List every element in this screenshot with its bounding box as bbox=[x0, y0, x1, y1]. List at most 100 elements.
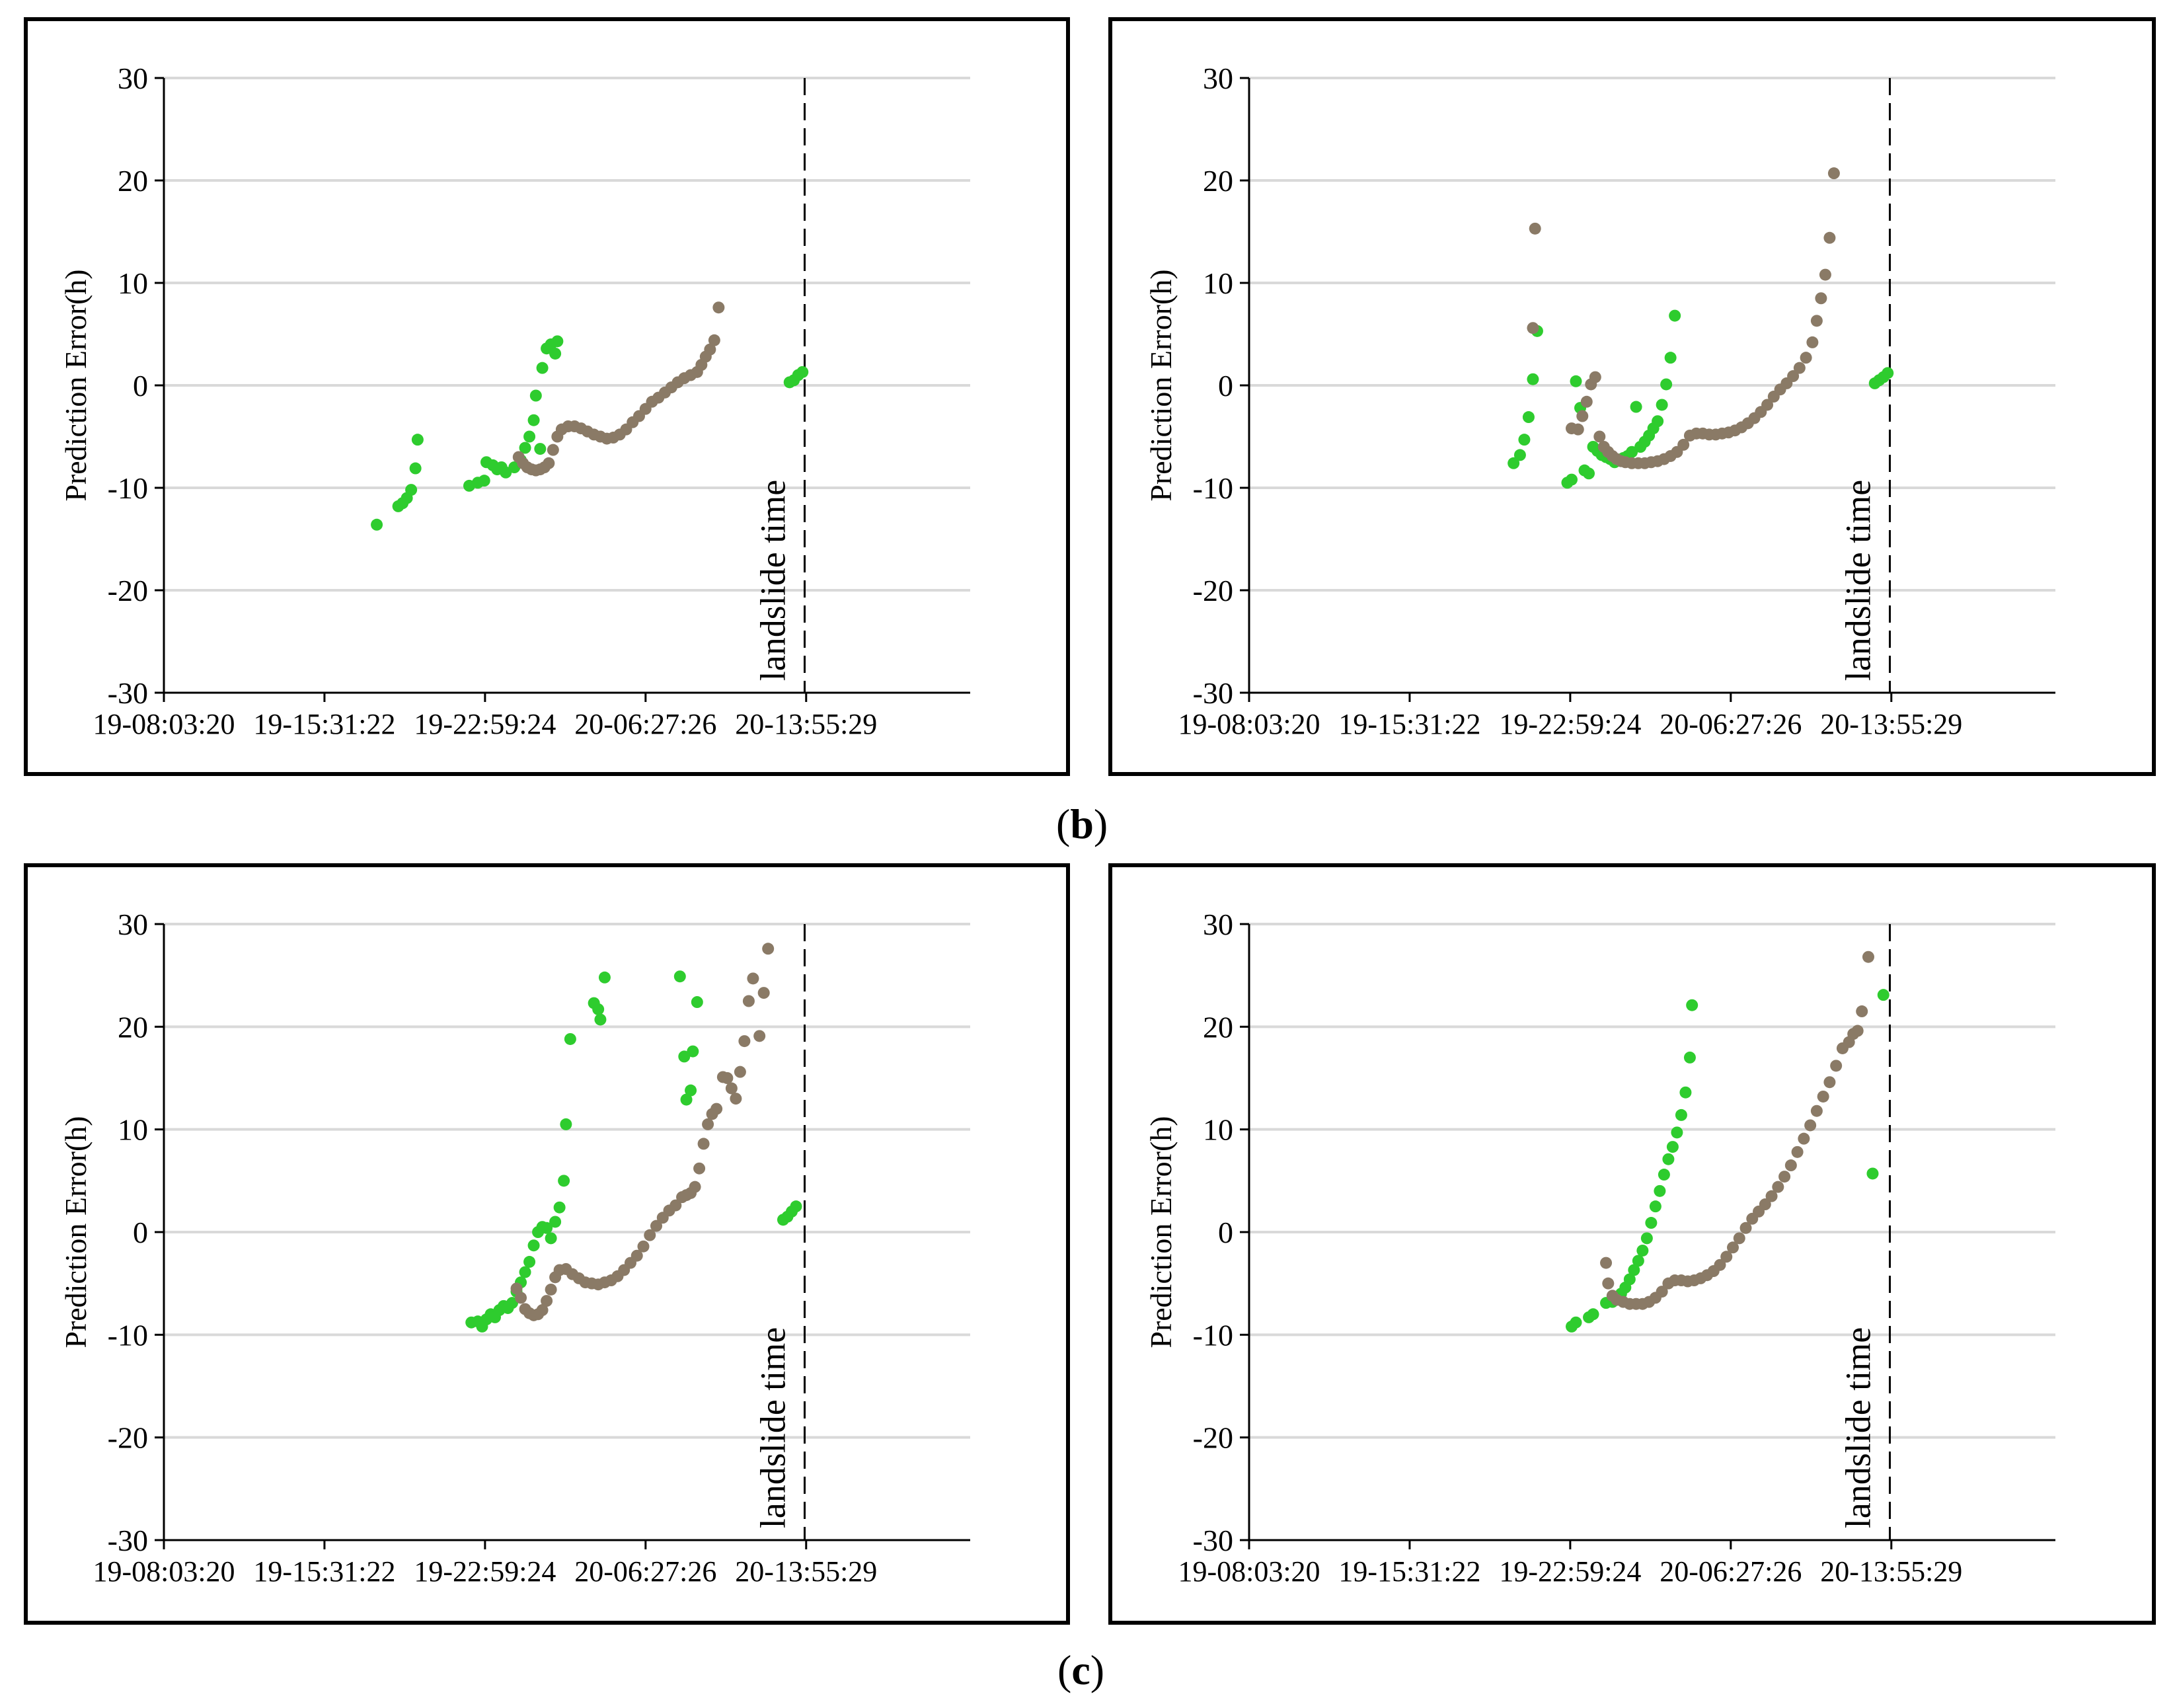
caption-c: (c) bbox=[1057, 1646, 1104, 1695]
chart-b-left-y-tick-label: 30 bbox=[118, 61, 148, 95]
chart-c-left-point-green bbox=[598, 971, 611, 984]
chart-c-left-landslide-label: landslide time bbox=[753, 1327, 792, 1528]
chart-b-right-point-brown bbox=[1806, 336, 1819, 348]
chart-c-right-y-axis-label: Prediction Error(h) bbox=[1144, 1116, 1178, 1348]
chart-c-left-x-tick-label: 19-08:03:20 bbox=[93, 1555, 235, 1588]
chart-b-right-point-green bbox=[1882, 367, 1894, 379]
chart-b-left-point-brown bbox=[543, 457, 555, 469]
chart-c-right-point-brown bbox=[1765, 1190, 1778, 1202]
chart-c-right-landslide-label: landslide time bbox=[1838, 1327, 1878, 1528]
chart-b-right-point-brown bbox=[1580, 395, 1593, 408]
chart-c-right-point-green bbox=[1640, 1232, 1653, 1245]
chart-b-left-point-green bbox=[500, 466, 512, 479]
chart-c-left-point-brown bbox=[757, 987, 770, 999]
chart-c-left-point-green bbox=[691, 996, 703, 1009]
chart-b-left-y-tick-label: -30 bbox=[108, 676, 148, 710]
chart-b-right-y-axis-label: Prediction Error(h) bbox=[1144, 269, 1178, 501]
chart-b-right-point-green bbox=[1656, 399, 1668, 411]
chart-c-left-point-brown bbox=[738, 1035, 751, 1048]
chart-c-left-point-green bbox=[564, 1032, 576, 1045]
chart-c-left-point-brown bbox=[644, 1229, 656, 1241]
chart-c-left-point-brown bbox=[721, 1072, 734, 1084]
chart-c-right-point-green bbox=[1679, 1086, 1692, 1099]
chart-c-right-point-brown bbox=[1823, 1076, 1836, 1089]
chart-b-right-point-brown bbox=[1572, 423, 1584, 436]
chart-c-right-point-brown bbox=[1600, 1257, 1613, 1269]
chart-b-left-point-green bbox=[549, 347, 562, 360]
chart-b-right-point-green bbox=[1630, 401, 1642, 413]
chart-c-right-point-brown bbox=[1778, 1171, 1791, 1183]
chart-c-right-point-green bbox=[1587, 1308, 1599, 1321]
chart-b-right-point-green bbox=[1583, 467, 1595, 480]
chart-b-left-point-green bbox=[523, 430, 536, 443]
chart-c-left-point-brown bbox=[725, 1082, 738, 1095]
chart-c-right-point-green bbox=[1623, 1273, 1636, 1286]
chart-c-left-x-tick-label: 19-22:59:24 bbox=[414, 1555, 556, 1588]
chart-b-left-point-green bbox=[519, 442, 531, 454]
chart-c-left-point-brown bbox=[693, 1162, 706, 1175]
chart-b-right-y-tick-label: 10 bbox=[1203, 266, 1233, 300]
chart-b-left-point-green bbox=[796, 366, 809, 378]
chart-c-right-point-green bbox=[1666, 1141, 1679, 1153]
chart-b-right-point-brown bbox=[1819, 268, 1831, 281]
chart-c-left-point-brown bbox=[541, 1295, 553, 1307]
chart-c-left-point-brown bbox=[669, 1199, 682, 1212]
chart-c-right-x-tick-label: 19-22:59:24 bbox=[1499, 1555, 1641, 1588]
chart-b-left-x-tick-label: 19-08:03:20 bbox=[93, 708, 235, 740]
chart-c-left-point-green bbox=[687, 1045, 699, 1058]
chart-c-left-point-brown bbox=[730, 1093, 742, 1105]
chart-c-right-y-tick-label: 20 bbox=[1203, 1010, 1233, 1044]
chart-c-left-point-brown bbox=[753, 1030, 766, 1042]
chart-c-right-point-brown bbox=[1602, 1277, 1615, 1290]
chart-b-right-point-brown bbox=[1529, 222, 1541, 235]
chart-b-right-point-green bbox=[1669, 309, 1681, 322]
chart-b-right-point-green bbox=[1570, 375, 1582, 387]
chart-c-left-y-tick-label: 30 bbox=[118, 908, 148, 941]
chart-b-right-x-tick-label: 20-13:55:29 bbox=[1820, 708, 1962, 740]
chart-b-right-point-brown bbox=[1793, 362, 1806, 374]
chart-c-left-point-brown bbox=[742, 995, 755, 1007]
chart-c-left-y-tick-label: 20 bbox=[118, 1010, 148, 1044]
chart-c-left-point-brown bbox=[734, 1066, 746, 1078]
chart-c-left-point-green bbox=[506, 1297, 519, 1309]
chart-b-left-x-tick-label: 20-06:27:26 bbox=[574, 708, 716, 740]
chart-c-right-point-brown bbox=[1720, 1251, 1733, 1263]
chart-b-left-point-green bbox=[529, 389, 542, 402]
chart-c-right-point-green bbox=[1649, 1200, 1661, 1213]
chart-c-right-point-green bbox=[1671, 1126, 1683, 1139]
chart-b-right-point-brown bbox=[1576, 410, 1589, 422]
chart-b-right-y-tick-label: 20 bbox=[1203, 164, 1233, 198]
chart-b-right-point-green bbox=[1652, 415, 1664, 428]
chart-c-right-x-tick-label: 19-08:03:20 bbox=[1178, 1555, 1320, 1588]
chart-b-right-point-brown bbox=[1527, 322, 1539, 334]
chart-c-left-point-brown bbox=[510, 1282, 523, 1295]
chart-b-left-point-green bbox=[405, 484, 418, 496]
chart-b-left-point-green bbox=[371, 518, 383, 531]
chart-c-left-y-tick-label: -30 bbox=[108, 1524, 148, 1557]
chart-c-right-point-brown bbox=[1798, 1132, 1810, 1145]
chart-c-left-point-green bbox=[523, 1256, 536, 1268]
chart-c-right-x-tick-label: 19-15:31:22 bbox=[1338, 1555, 1480, 1588]
chart-b-right-point-brown bbox=[1823, 231, 1836, 244]
chart-b-left-y-axis-label: Prediction Error(h) bbox=[59, 269, 93, 501]
chart-c-left-y-tick-label: -20 bbox=[108, 1421, 148, 1455]
chart-b-right-y-tick-label: -10 bbox=[1193, 471, 1233, 505]
chart-c-left-x-tick-label: 19-15:31:22 bbox=[253, 1555, 395, 1588]
chart-c-right-point-brown bbox=[1862, 951, 1874, 963]
chart-c-right-point-green bbox=[1866, 1167, 1879, 1180]
chart-c-right-point-green bbox=[1675, 1108, 1687, 1121]
chart-c-left-point-brown bbox=[710, 1103, 723, 1115]
chart-c-right-point-brown bbox=[1772, 1181, 1784, 1193]
chart-b-left-y-tick-label: 10 bbox=[118, 266, 148, 300]
chart-c-left-point-green bbox=[545, 1232, 557, 1245]
chart-c-left-point-green bbox=[519, 1266, 531, 1278]
chart-b-left-point-green bbox=[411, 434, 424, 446]
chart-c-left-point-brown bbox=[697, 1138, 710, 1150]
chart-b-right-point-brown bbox=[1677, 438, 1690, 451]
chart-b-left-y-tick-label: 0 bbox=[133, 369, 148, 403]
chart-b-right-point-brown bbox=[1800, 352, 1812, 364]
chart-c-right-point-brown bbox=[1759, 1198, 1771, 1211]
chart-c-left-point-green bbox=[549, 1216, 562, 1228]
chart-c-left-point-green bbox=[527, 1239, 540, 1252]
